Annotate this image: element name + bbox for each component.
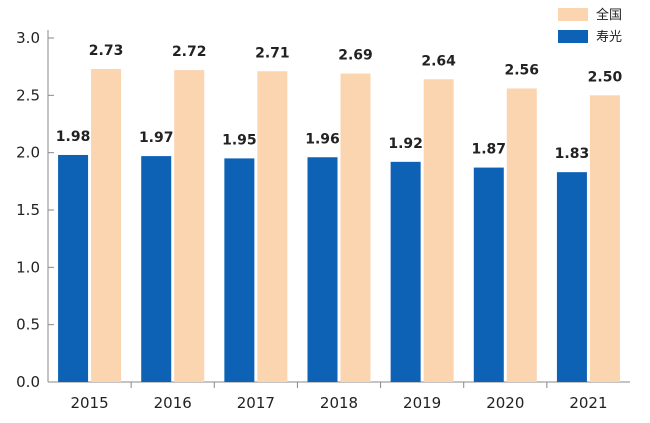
data-label: 1.92: [388, 136, 423, 152]
data-label: 2.71: [255, 45, 290, 61]
y-tick-label: 2.5: [16, 86, 40, 104]
legend-swatch: [558, 30, 588, 43]
bar-全国-2015: [91, 68, 122, 383]
x-tick-label: 2016: [154, 394, 192, 412]
bar-全国-2021: [589, 95, 620, 382]
bar-寿光-2019: [390, 161, 421, 382]
data-label: 2.72: [172, 44, 207, 60]
data-label: 2.50: [588, 69, 623, 85]
x-tick-label: 2021: [569, 394, 607, 412]
y-tick-label: 2.0: [16, 144, 40, 162]
x-tick-label: 2015: [70, 394, 108, 412]
y-tick-label: 0.0: [16, 373, 40, 391]
y-tick-label: 0.5: [16, 316, 40, 334]
bar-寿光-2015: [58, 154, 89, 382]
bar-全国-2019: [423, 79, 454, 382]
x-tick-label: 2018: [320, 394, 358, 412]
data-labels: 1.98 1.97 1.95 1.96 1.92 1.87 1.83 2.73 2.72 2.71…: [56, 43, 623, 162]
data-label: 1.98: [56, 129, 91, 145]
y-tick-label: 1.5: [16, 201, 40, 219]
data-label: 2.64: [421, 53, 456, 69]
bar-全国-2017: [257, 71, 288, 383]
legend-label: 全国: [596, 7, 622, 23]
data-label: 1.95: [222, 132, 257, 148]
legend-swatch: [558, 8, 588, 21]
x-tick-label: 2019: [403, 394, 441, 412]
bar-寿光-2020: [473, 167, 504, 382]
bar-寿光-2017: [224, 158, 255, 382]
bar-寿光-2016: [141, 156, 172, 382]
bar-寿光-2021: [556, 172, 587, 382]
x-tick-label: 2020: [486, 394, 524, 412]
data-label: 1.83: [555, 146, 590, 162]
bar-寿光-2018: [307, 157, 338, 382]
data-label: 2.73: [89, 43, 124, 59]
y-tick-label: 3.0: [16, 29, 40, 47]
bars: [58, 68, 620, 383]
bar-全国-2018: [340, 73, 371, 383]
data-label: 1.97: [139, 130, 174, 146]
y-tick-label: 1.0: [16, 258, 40, 276]
data-label: 1.96: [305, 131, 340, 147]
data-label: 1.87: [472, 142, 507, 158]
data-label: 2.56: [505, 62, 540, 78]
x-tick-label: 2017: [237, 394, 275, 412]
axes: 0.0 0.5 1.0 1.5 2.0 2.5 3.0 2015 2016 2017 2018 201…: [16, 29, 630, 412]
bar-全国-2016: [174, 70, 205, 383]
data-label: 2.69: [338, 48, 373, 64]
legend-label: 寿光: [596, 30, 622, 45]
bar-全国-2020: [506, 88, 537, 382]
